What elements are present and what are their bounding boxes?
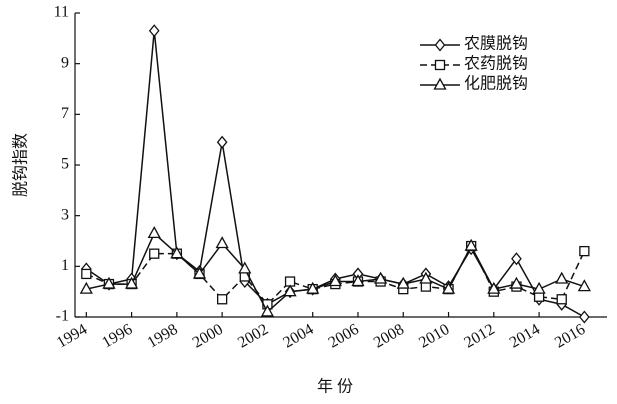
- marker: [260, 304, 275, 317]
- marker: [579, 310, 590, 324]
- marker: [464, 238, 478, 251]
- marker: [577, 279, 591, 292]
- marker: [124, 276, 139, 289]
- x-tick-label: 2010: [416, 321, 452, 352]
- x-tick-label: 2002: [235, 321, 271, 352]
- legend-label: 化肥脱钩: [464, 75, 528, 93]
- marker: [215, 236, 229, 249]
- marker: [283, 284, 297, 297]
- marker: [306, 281, 320, 294]
- legend-marker: [434, 38, 446, 52]
- marker: [81, 268, 92, 280]
- marker: [192, 266, 207, 279]
- marker: [147, 226, 161, 239]
- x-tick-label: 2016: [552, 321, 588, 352]
- marker: [532, 281, 546, 294]
- marker: [374, 271, 388, 284]
- marker: [441, 281, 456, 294]
- y-tick-label: 1: [61, 257, 69, 274]
- marker: [148, 24, 160, 38]
- legend-marker: [433, 77, 447, 90]
- marker: [149, 248, 160, 259]
- marker: [555, 271, 569, 284]
- marker: [351, 274, 365, 287]
- x-tick-label: 2012: [461, 321, 497, 352]
- marker: [328, 274, 342, 287]
- marker: [511, 252, 522, 266]
- legend-marker: [434, 59, 446, 71]
- y-tick-label: 5: [61, 156, 69, 173]
- marker: [102, 276, 116, 289]
- y-tick-label: 11: [54, 4, 69, 21]
- x-tick-label: 2014: [507, 321, 543, 352]
- y-tick-label: 3: [61, 206, 69, 223]
- x-tick-label: 2000: [190, 321, 226, 352]
- y-tick-label: -1: [56, 308, 69, 325]
- legend-label: 农膜脱钩: [464, 35, 528, 53]
- marker: [509, 276, 524, 289]
- x-tick-label: 2004: [280, 321, 316, 352]
- marker: [238, 261, 252, 274]
- y-axis-label: 脱钩指数: [12, 133, 30, 197]
- marker: [487, 281, 501, 294]
- x-axis-label: 年 份: [317, 378, 353, 396]
- x-tick-label: 2006: [326, 321, 362, 352]
- legend-label: 农药脱钩: [464, 55, 528, 73]
- x-tick-label: 1998: [144, 321, 180, 352]
- x-tick-label: 2008: [371, 321, 407, 352]
- marker: [79, 281, 93, 294]
- marker: [556, 294, 567, 305]
- x-tick-label: 1994: [54, 321, 90, 352]
- marker: [579, 245, 590, 257]
- marker: [216, 135, 228, 149]
- marker: [396, 276, 410, 289]
- x-tick-label: 1996: [99, 321, 135, 352]
- marker: [419, 271, 433, 284]
- marker: [170, 246, 184, 259]
- y-tick-label: 9: [61, 54, 69, 71]
- marker: [216, 294, 228, 305]
- y-tick-label: 7: [61, 105, 69, 122]
